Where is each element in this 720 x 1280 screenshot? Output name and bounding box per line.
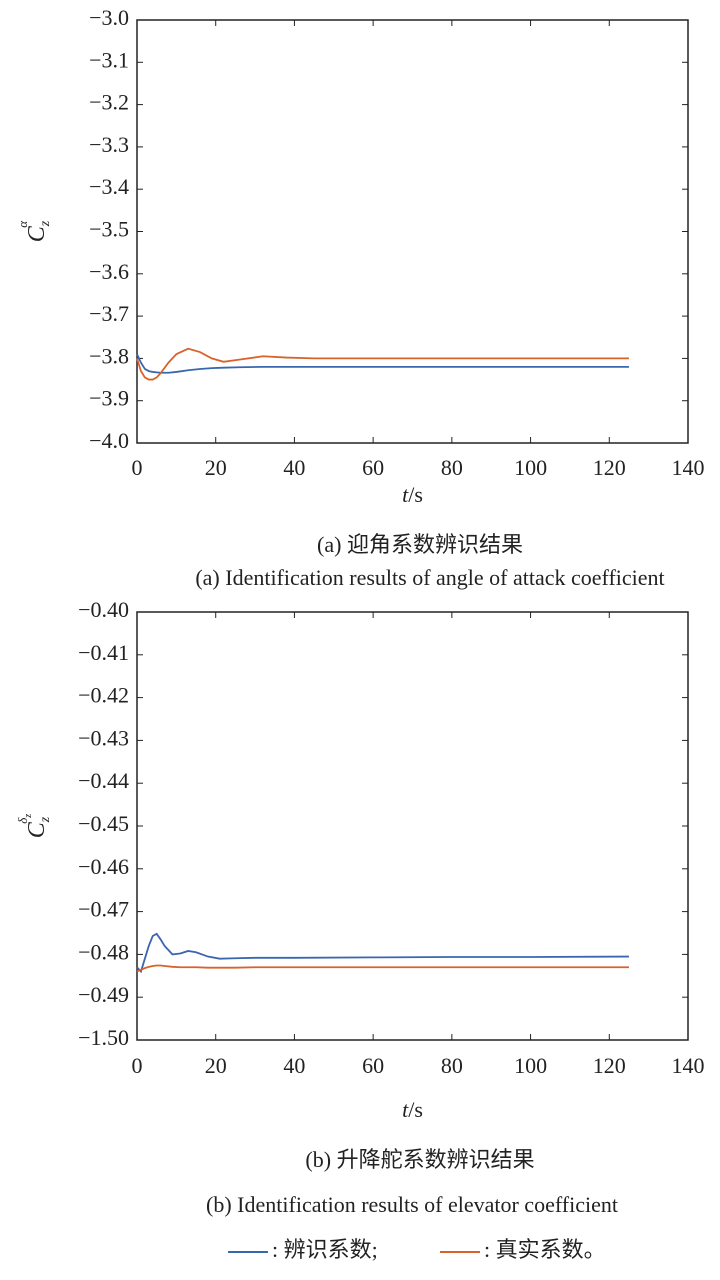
data-line — [136, 964, 629, 973]
y-tick-label: −3.3 — [89, 132, 129, 157]
y-tick-label: −0.41 — [78, 640, 129, 665]
plot-frame — [136, 19, 689, 444]
x-tick-label: 20 — [205, 455, 227, 480]
y-tick-label: −0.43 — [78, 725, 129, 750]
x-tick-label: 0 — [132, 1053, 143, 1078]
y-tick-label: −3.6 — [89, 259, 129, 284]
x-tick-label: 120 — [593, 1053, 626, 1078]
y-tick-label: −0.47 — [78, 897, 129, 922]
caption-cn: (a) 迎角系数辨识结果 — [317, 532, 523, 557]
y-axis-label: Cz α — [15, 220, 53, 242]
x-tick-label: 80 — [441, 455, 463, 480]
x-tick-label: 40 — [283, 455, 305, 480]
x-axis-label: t/s — [402, 482, 423, 507]
y-tick-label: −0.44 — [78, 768, 129, 793]
caption-cn: (b) 升降舵系数辨识结果 — [305, 1147, 534, 1172]
y-label-sub: z — [38, 220, 53, 227]
caption-en: (a) Identification results of angle of a… — [195, 565, 664, 590]
y-tick-label: −0.46 — [78, 854, 129, 879]
y-axis-label: Czδz — [15, 814, 53, 839]
y-label-sup: α — [15, 220, 30, 228]
y-label-sub: z — [38, 816, 53, 823]
y-tick-label: −0.45 — [78, 811, 129, 836]
x-label-unit: /s — [408, 482, 423, 507]
data-line — [136, 347, 629, 381]
y-tick-label: −3.8 — [89, 343, 129, 368]
plot-frame — [136, 611, 689, 1041]
y-tick-label: −3.7 — [89, 301, 129, 326]
y-tick-label: −3.4 — [89, 174, 129, 199]
x-tick-label: 100 — [514, 1053, 547, 1078]
x-tick-label: 140 — [672, 455, 705, 480]
y-label-sup-sub: z — [23, 814, 34, 819]
x-axis-label: t/s — [402, 1097, 423, 1122]
y-tick-label: −3.9 — [89, 386, 129, 411]
y-tick-label: −0.40 — [78, 597, 129, 622]
y-tick-label: −0.42 — [78, 683, 129, 708]
x-tick-label: 140 — [672, 1053, 705, 1078]
y-tick-label: −3.5 — [89, 217, 129, 242]
data-line — [136, 932, 629, 974]
y-label-sup: δ — [15, 817, 30, 824]
y-tick-label: −0.48 — [78, 939, 129, 964]
x-tick-label: 80 — [441, 1053, 463, 1078]
x-tick-label: 0 — [132, 455, 143, 480]
y-tick-label: −3.2 — [89, 90, 129, 115]
y-tick-label: −3.0 — [89, 5, 129, 30]
legend-label: : 真实系数。 — [484, 1237, 606, 1262]
y-tick-label: −3.1 — [89, 47, 129, 72]
x-tick-label: 20 — [205, 1053, 227, 1078]
x-label-var: t — [402, 1097, 409, 1122]
y-label-base: C — [24, 225, 50, 242]
y-tick-label: −0.49 — [78, 982, 129, 1007]
y-tick-label: −1.50 — [78, 1025, 129, 1050]
x-tick-label: 40 — [283, 1053, 305, 1078]
legend-label: : 辨识系数; — [272, 1237, 378, 1262]
caption-en: (b) Identification results of elevator c… — [206, 1192, 618, 1217]
y-label-base: C — [24, 821, 50, 838]
x-tick-label: 120 — [593, 455, 626, 480]
x-tick-label: 60 — [362, 1053, 384, 1078]
x-label-var: t — [402, 482, 409, 507]
x-tick-label: 60 — [362, 455, 384, 480]
x-label-unit: /s — [408, 1097, 423, 1122]
y-tick-label: −4.0 — [89, 428, 129, 453]
x-tick-label: 100 — [514, 455, 547, 480]
data-line — [136, 353, 629, 374]
